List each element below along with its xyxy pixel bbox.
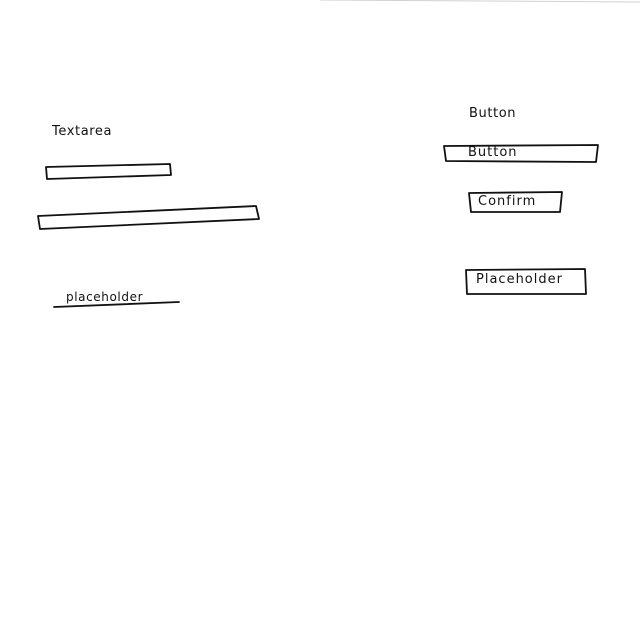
placeholder-text[interactable]: placeholder xyxy=(66,290,144,304)
primary-button[interactable]: Button xyxy=(444,145,598,162)
wide-textarea[interactable] xyxy=(38,206,259,229)
placeholder-button[interactable]: Placeholder xyxy=(466,269,586,294)
confirm-button-label: Confirm xyxy=(478,194,537,209)
small-text-input[interactable] xyxy=(46,164,171,179)
button-section-label: Button xyxy=(469,106,517,121)
textarea-label: Textarea xyxy=(52,124,113,139)
top-edge-stroke xyxy=(319,0,640,3)
primary-button-label: Button xyxy=(468,145,518,160)
confirm-button[interactable]: Confirm xyxy=(469,192,562,212)
placeholder-button-label: Placeholder xyxy=(476,272,563,287)
